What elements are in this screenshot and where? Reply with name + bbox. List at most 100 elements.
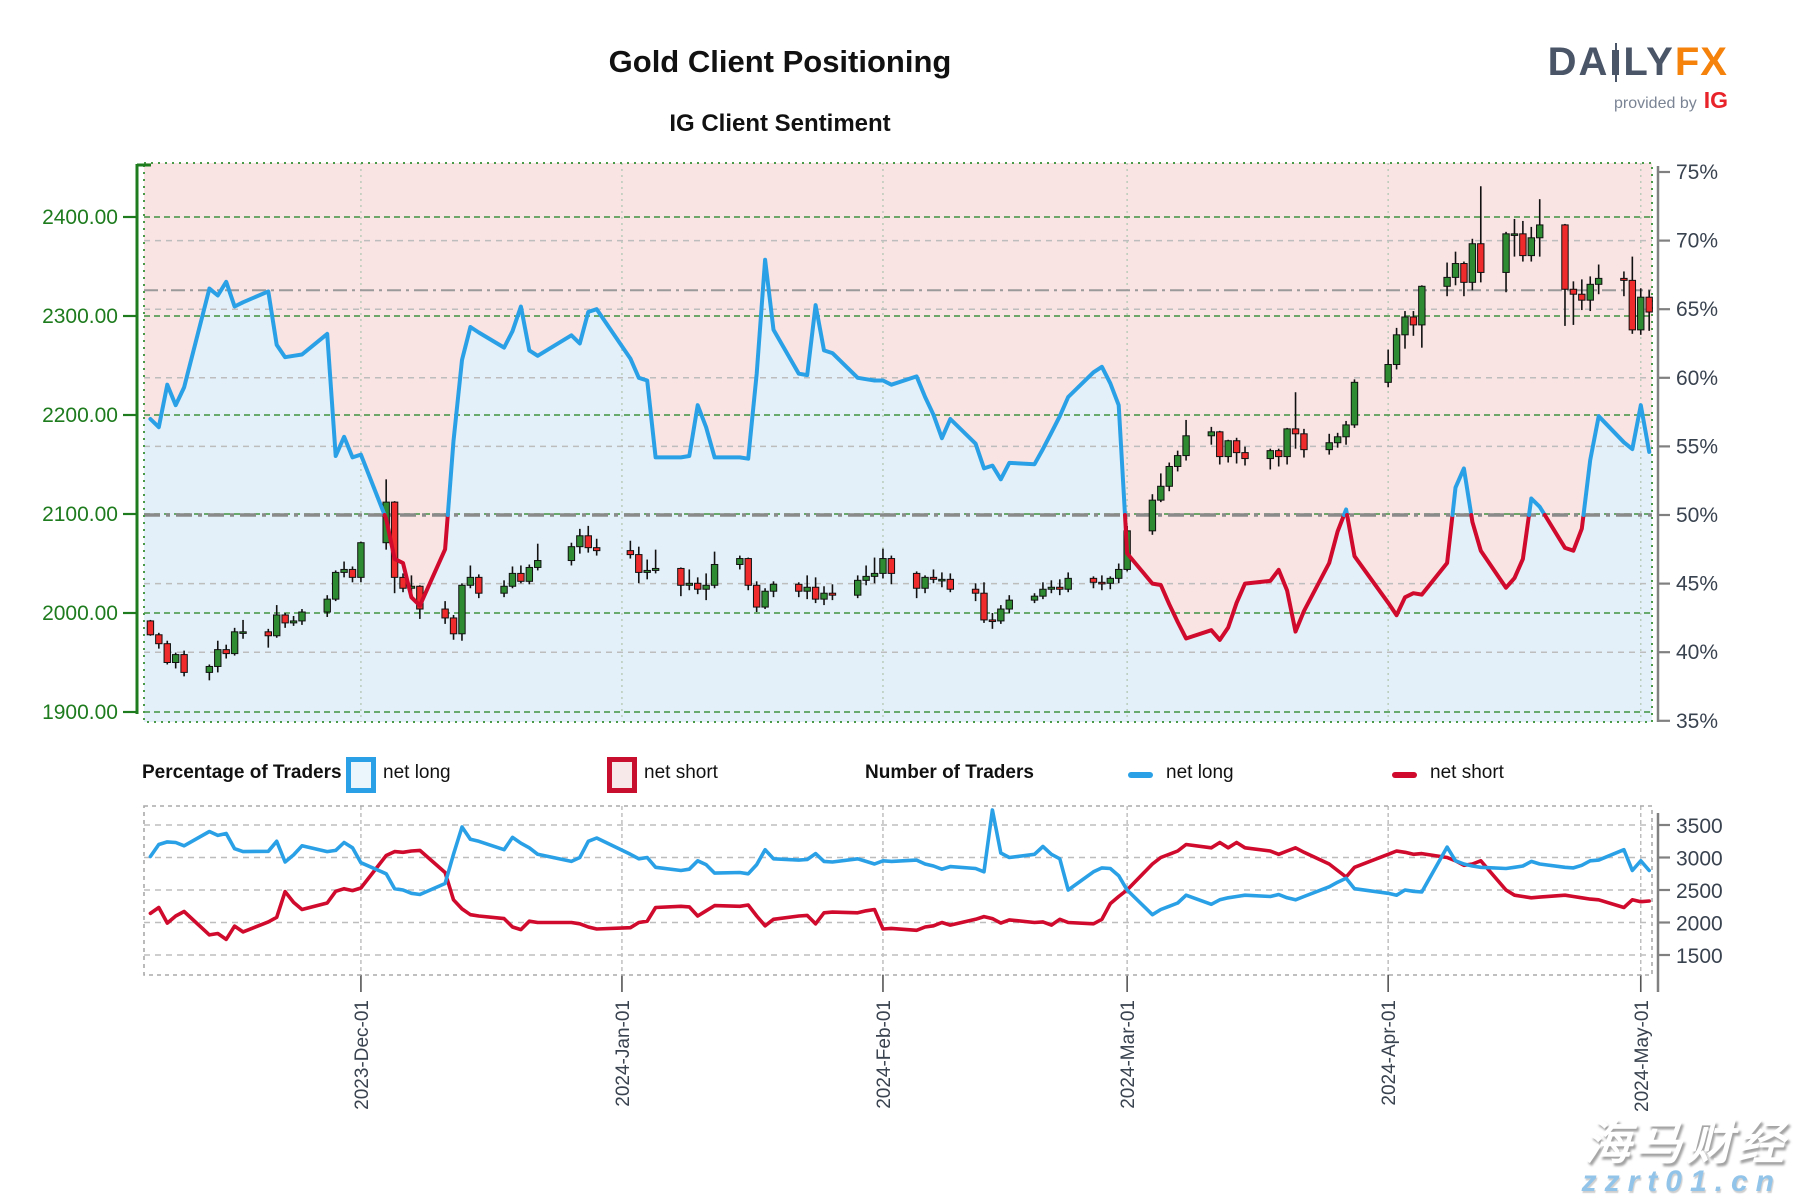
traders-axis-label: 3000 [1676, 848, 1723, 871]
candlestick [1216, 431, 1224, 458]
candlestick [887, 558, 896, 574]
candlestick [1342, 424, 1350, 438]
candlestick [694, 582, 702, 590]
candlestick [879, 558, 887, 574]
left-axis-label: 1900.00 [42, 701, 118, 724]
page-title: Gold Client Positioning [608, 44, 952, 79]
legend-num-net-short-dash-icon [1392, 772, 1417, 778]
candlestick [1333, 436, 1342, 444]
logo-text-fx: FX [1674, 40, 1728, 84]
date-label: 2024-Jan-01 [613, 1000, 634, 1107]
candlestick [811, 586, 820, 600]
candlestick [525, 566, 534, 582]
candlestick [1207, 431, 1216, 437]
fill-net-long-region [144, 259, 1652, 722]
candlestick [870, 572, 879, 577]
candlestick [626, 550, 635, 556]
candlestick [769, 583, 778, 592]
dailyfx-logo: DA LY FX provided by IG [1488, 40, 1728, 114]
candlestick [441, 608, 449, 619]
left-axis-label: 2300.00 [42, 305, 118, 328]
chart-subtitle: IG Client Sentiment [669, 110, 891, 137]
traders-axis-label: 1500 [1676, 945, 1723, 968]
candlestick [651, 567, 660, 571]
logo-text-ly: LY [1623, 40, 1675, 84]
candlestick [1409, 316, 1418, 326]
candlestick [929, 576, 938, 580]
candlestick [820, 592, 828, 600]
candlestick [1527, 237, 1535, 257]
candlestick [1165, 465, 1173, 487]
candlestick [323, 598, 331, 613]
pct-net-long-line [1527, 496, 1547, 517]
left-axis-label: 2100.00 [42, 503, 118, 526]
candlestick [971, 588, 980, 594]
candlestick [980, 592, 988, 621]
left-axis-label: 2200.00 [42, 404, 118, 427]
candlestick [1098, 581, 1106, 585]
pct-net-short-line [1123, 513, 1346, 642]
candlestick [357, 542, 365, 578]
candlestick [205, 665, 214, 673]
candlestick [264, 631, 273, 637]
candlestick [340, 568, 348, 573]
candlestick [348, 568, 357, 578]
candlestick [643, 569, 651, 573]
candlestick [1519, 233, 1527, 257]
candlestick [1561, 224, 1569, 290]
pct-net-short-line [1469, 513, 1531, 590]
candlestick [988, 619, 997, 623]
candlestick [1468, 243, 1477, 283]
candlestick [466, 576, 475, 586]
legend-num-net-short-label: net short [1430, 762, 1504, 783]
legend-net-short-swatch-icon [607, 757, 637, 793]
right-axis-label: 50% [1676, 504, 1718, 527]
candlestick-icon [1612, 43, 1620, 82]
candlestick [1030, 595, 1039, 601]
candlestick [331, 571, 340, 600]
traders-axis-label: 2500 [1676, 880, 1723, 903]
candlestick [449, 617, 458, 635]
main-plot-border [143, 162, 1653, 723]
candlestick [500, 585, 508, 594]
candlestick [180, 654, 188, 673]
candlestick [592, 547, 601, 552]
candlestick [1148, 499, 1157, 532]
candlestick [1182, 435, 1190, 457]
candlestick [1039, 588, 1047, 597]
legend-num-net-long-dash-icon [1128, 772, 1153, 778]
candlestick [1300, 433, 1308, 451]
pct-net-short-line [1345, 513, 1455, 618]
right-axis-label: 65% [1676, 298, 1718, 321]
candlestick [281, 614, 289, 624]
candlestick [239, 631, 247, 634]
candlestick [1578, 293, 1586, 301]
legend-pct-net-long-label: net long [383, 762, 451, 783]
pct-net-long-line [1581, 403, 1652, 517]
ig-logo: IG [1703, 87, 1728, 113]
candlestick [1115, 568, 1123, 579]
candlestick [1224, 440, 1232, 458]
candlestick [508, 572, 517, 587]
candlestick [761, 590, 769, 608]
right-axis-label: 70% [1676, 230, 1718, 253]
right-axis-label: 60% [1676, 367, 1718, 390]
left-axis-label: 2400.00 [42, 206, 118, 229]
traders-net-long-line [148, 808, 1651, 917]
candlestick [1325, 442, 1333, 451]
candlestick [912, 572, 921, 589]
candlestick [146, 620, 155, 636]
candlestick [1064, 577, 1072, 590]
candlestick [1586, 283, 1594, 301]
candlestick [1232, 440, 1241, 454]
candlestick [938, 578, 946, 582]
candlestick [744, 558, 752, 586]
candlestick [1241, 452, 1249, 460]
date-label: 2024-Apr-01 [1379, 1000, 1400, 1106]
candlestick [1451, 263, 1460, 278]
provided-by-text: provided by [1614, 95, 1697, 112]
candlestick [1106, 577, 1114, 584]
candlestick [1460, 263, 1468, 283]
candlestick [1628, 279, 1637, 331]
